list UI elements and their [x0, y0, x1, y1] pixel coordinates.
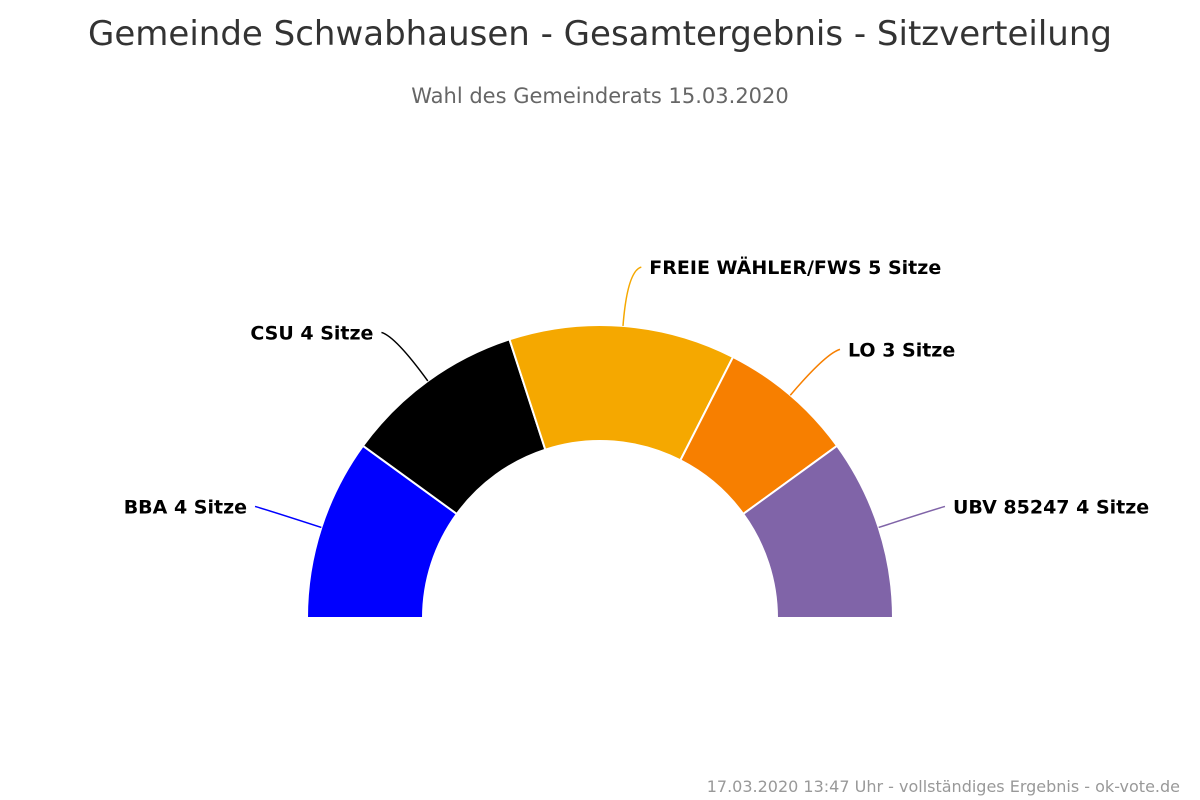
- slice-ubv-85247[interactable]: [741, 444, 895, 619]
- data-label: LO 3 Sitze: [848, 339, 955, 361]
- connector-line: [878, 505, 946, 529]
- data-label: CSU 4 Sitze: [250, 322, 373, 344]
- connector-line: [789, 348, 841, 396]
- data-label: FREIE WÄHLER/FWS 5 Sitze: [649, 255, 941, 279]
- chart-title: Gemeinde Schwabhausen - Gesamtergebnis -…: [88, 14, 1112, 54]
- data-label: BBA 4 Sitze: [124, 496, 247, 518]
- credits-link[interactable]: 17.03.2020 13:47 Uhr - vollständiges Erg…: [706, 777, 1180, 796]
- connector-line: [622, 266, 642, 326]
- chart-subtitle: Wahl des Gemeinderats 15.03.2020: [411, 84, 789, 108]
- data-label: UBV 85247 4 Sitze: [953, 496, 1149, 518]
- connector-line: [381, 331, 429, 382]
- connector-line: [254, 505, 322, 529]
